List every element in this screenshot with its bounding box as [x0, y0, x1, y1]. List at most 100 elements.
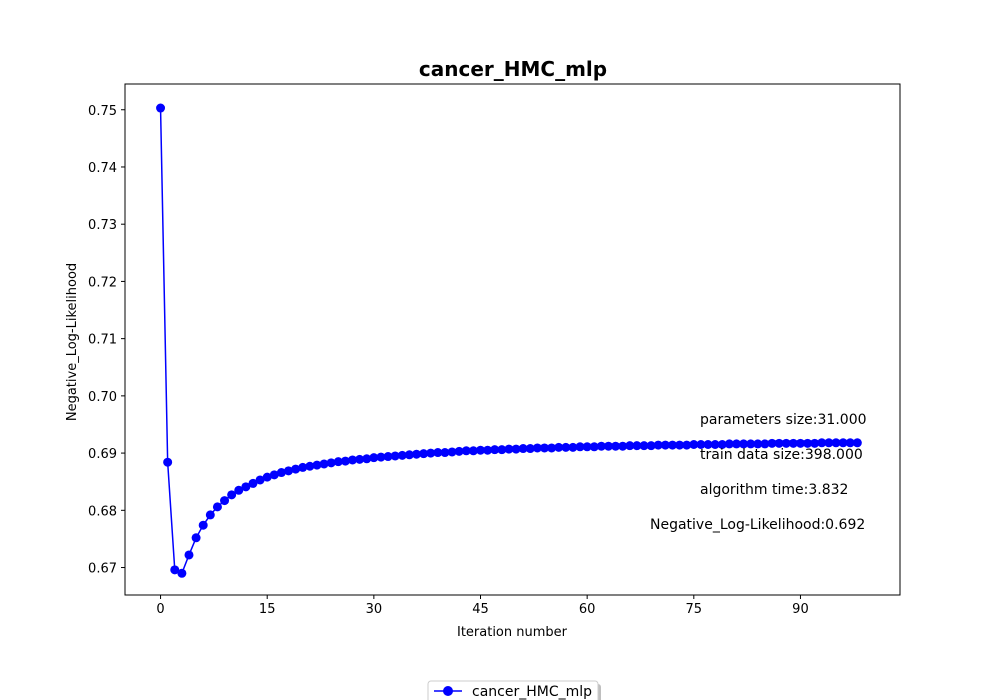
plot-area: 0 15 30 45 60 75 90 0.670.680.690.700.710.720.… [88, 83, 901, 617]
data-point [760, 439, 770, 449]
data-point [461, 446, 471, 456]
annotation-algorithm-time: algorithm time:3.832 [700, 482, 848, 498]
data-point [276, 468, 286, 478]
data-point [234, 485, 244, 495]
data-point [689, 440, 699, 449]
legend-marker-sample [443, 686, 453, 696]
data-point [454, 446, 464, 456]
data-point [618, 441, 628, 451]
data-point [746, 439, 756, 449]
data-point [419, 449, 429, 459]
data-point [724, 439, 734, 449]
data-point [589, 442, 599, 452]
data-point [774, 438, 784, 448]
data-point [404, 450, 414, 460]
data-point [191, 533, 201, 543]
data-point [554, 442, 564, 452]
data-point [682, 440, 692, 450]
data-point [255, 475, 265, 485]
data-point [163, 457, 173, 467]
data-point [383, 452, 393, 462]
data-point [511, 444, 521, 454]
data-point [490, 445, 500, 455]
data-point [369, 453, 379, 463]
y-axis-label: Negative_Log-Likelihood [65, 263, 80, 421]
data-point [781, 438, 791, 448]
data-point [653, 440, 663, 450]
data-point [675, 440, 685, 450]
series-line [159, 108, 858, 575]
data-point [412, 449, 422, 459]
data-point [170, 565, 180, 575]
data-point [667, 440, 677, 450]
data-point [603, 441, 613, 451]
data-point [561, 442, 571, 452]
data-point [305, 461, 315, 471]
data-point [355, 454, 365, 464]
data-point [696, 440, 706, 449]
data-point [547, 443, 557, 453]
data-point [319, 459, 329, 469]
x-tick-label: 90 [792, 602, 809, 617]
x-tick-label: 30 [366, 602, 383, 617]
x-tick-label: 45 [472, 602, 489, 617]
data-point [611, 441, 621, 451]
data-point [739, 439, 749, 449]
data-point [540, 443, 549, 453]
data-point [248, 478, 258, 488]
data-point [426, 448, 436, 458]
data-point [177, 568, 187, 578]
x-tick-label: 60 [579, 602, 596, 617]
y-tick-label: 0.71 [88, 333, 117, 348]
annotation-train-data-size: train data size:398.000 [700, 447, 863, 463]
x-tick-label: 0 [156, 602, 164, 617]
data-point [291, 464, 301, 474]
data-point [582, 442, 592, 452]
y-tick-label: 0.73 [88, 218, 117, 233]
data-point [220, 496, 230, 506]
data-point [433, 448, 443, 458]
data-point [532, 443, 542, 453]
data-point [262, 472, 272, 482]
data-point [326, 458, 336, 468]
data-point [803, 438, 813, 448]
annotation-nll: Negative_Log-Likelihood:0.692 [650, 517, 865, 533]
data-point [184, 550, 194, 560]
data-point [497, 445, 507, 455]
data-point [845, 438, 855, 448]
data-point [710, 440, 720, 449]
data-point [269, 470, 279, 480]
data-point [227, 490, 237, 500]
data-point [788, 438, 798, 448]
data-point [212, 502, 222, 512]
x-tick-label: 75 [686, 602, 703, 617]
data-point [824, 438, 834, 448]
data-point [838, 438, 848, 448]
data-point [390, 451, 400, 461]
data-point [397, 450, 407, 460]
data-point [504, 444, 514, 454]
series-points [156, 103, 862, 578]
data-point [660, 440, 670, 450]
x-tick-label: 15 [259, 602, 276, 617]
data-point [440, 448, 450, 458]
data-point [639, 441, 649, 451]
data-point [483, 445, 493, 455]
y-tick-label: 0.68 [88, 504, 117, 519]
chart-title: cancer_HMC_mlp [419, 57, 607, 81]
data-point [625, 441, 635, 451]
data-point [298, 462, 308, 472]
data-point [852, 438, 862, 448]
data-point [525, 444, 535, 454]
data-point [198, 520, 208, 530]
legend-box [427, 680, 599, 700]
data-point [568, 442, 578, 452]
y-tick-label: 0.70 [88, 390, 117, 405]
data-point [376, 452, 386, 462]
data-point [518, 444, 528, 454]
data-point [362, 454, 372, 464]
data-point [831, 438, 841, 448]
y-tick-label: 0.69 [88, 447, 117, 462]
legend: cancer_HMC_mlp [427, 680, 601, 700]
data-point [575, 442, 585, 452]
